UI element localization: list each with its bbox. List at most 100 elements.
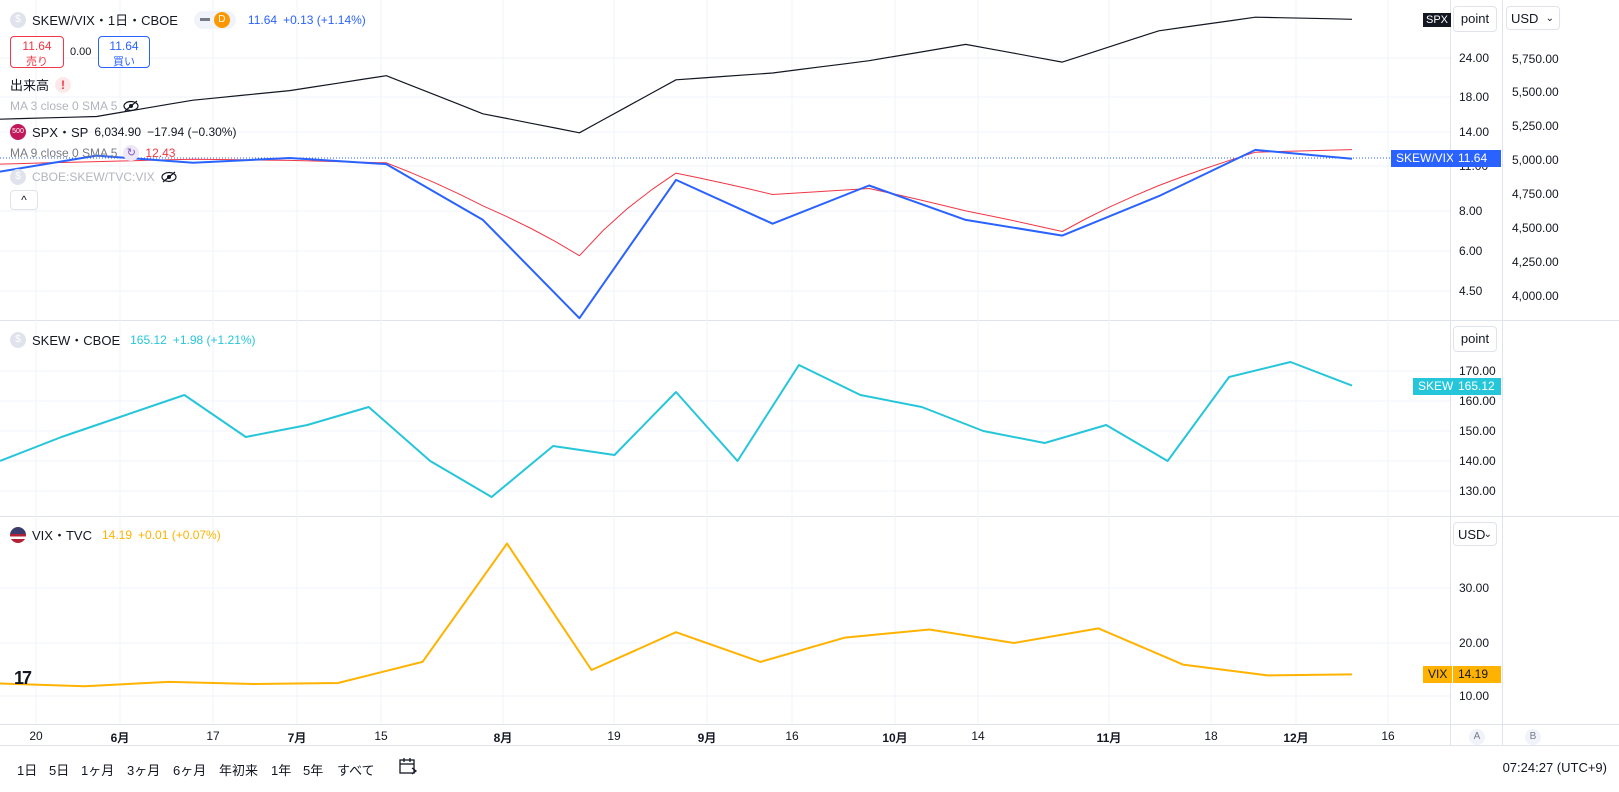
buy-button[interactable]: 11.64 買い <box>98 36 150 68</box>
cboe-legend[interactable]: $ CBOE:SKEW/TVC:VIX <box>10 169 177 185</box>
spread-value: 0.00 <box>70 46 92 58</box>
spx-series-line[interactable] <box>0 16 1353 134</box>
spx-legend[interactable]: 500 SPX・SP 6,034.90 −17.94 (−0.30%) <box>10 122 236 141</box>
skew-axis-tick: 160.00 <box>1459 394 1496 408</box>
range-button[interactable]: 1ヶ月 <box>81 763 115 778</box>
time-axis-label: 6月 <box>110 731 130 745</box>
range-button[interactable]: 5日 <box>49 763 70 778</box>
sell-button[interactable]: 11.64 売り <box>10 36 64 68</box>
range-button[interactable]: 1年 <box>271 763 292 778</box>
time-axis-label: 15 <box>374 729 388 743</box>
right-axis-tick: 5,250.00 <box>1512 119 1559 133</box>
vix-series-tag: VIX <box>1423 666 1453 683</box>
time-axis-label: 16 <box>1381 729 1395 743</box>
vix-currency-label: USD <box>1458 527 1486 542</box>
vix-change: +0.01 (+0.07%) <box>138 527 221 542</box>
vix-axis-tick: 20.00 <box>1459 636 1490 650</box>
right-axis-tick: 5,750.00 <box>1512 52 1559 66</box>
header-change: +0.13 (+1.14%) <box>283 12 366 27</box>
collapse-legend-button[interactable]: ^ <box>10 190 38 210</box>
buy-price: 11.64 <box>109 39 139 53</box>
right-axis-tick: 4,750.00 <box>1512 187 1559 201</box>
currency-button[interactable]: USD ⌄ <box>1506 6 1560 30</box>
vix-series-line[interactable] <box>0 542 1353 688</box>
volume-legend[interactable]: 出来高 ! <box>10 75 72 94</box>
left-axis-tick: 18.00 <box>1459 90 1490 104</box>
cboe-label: CBOE:SKEW/TVC:VIX <box>32 170 155 184</box>
skew-price: 165.12 <box>130 332 167 347</box>
eye-hidden-icon[interactable] <box>161 171 177 183</box>
ma3-legend[interactable]: MA 3 close 0 SMA 5 <box>10 99 139 113</box>
clock[interactable]: 07:24:27 (UTC+9) <box>1502 760 1607 775</box>
right-axis-tick: 4,500.00 <box>1512 221 1559 235</box>
range-button[interactable]: すべて <box>337 763 375 778</box>
range-button[interactable]: 年初来 <box>219 763 259 778</box>
skew-title: SKEW・CBOE <box>32 333 121 348</box>
range-button[interactable]: 5年 <box>303 763 324 778</box>
skewvix-series-line[interactable] <box>0 148 1353 320</box>
vix-axis-tick: 30.00 <box>1459 581 1490 595</box>
eye-hidden-icon[interactable] <box>123 100 139 112</box>
time-axis-label: 7月 <box>287 731 307 745</box>
spx-price: 6,034.90 <box>94 124 142 139</box>
skew-series-tag: SKEW <box>1413 378 1459 395</box>
skew-series-line[interactable] <box>0 361 1353 498</box>
time-axis-label: 18 <box>1204 729 1218 743</box>
pane-separator[interactable] <box>0 320 1619 321</box>
skew-axis-tick: 130.00 <box>1459 484 1496 498</box>
chevron-down-icon: ⌄ <box>1545 13 1554 24</box>
time-axis-label: 10月 <box>882 731 908 745</box>
vix-legend[interactable]: VIX・TVC 14.19 +0.01 (+0.07%) <box>10 525 221 544</box>
right-axis-tick: 4,000.00 <box>1512 289 1559 303</box>
left-axis-tick: 14.00 <box>1459 125 1490 139</box>
ma3-label: MA 3 close 0 SMA 5 <box>10 99 118 113</box>
time-axis-label: 17 <box>206 729 220 743</box>
right-axis-tick: 4,250.00 <box>1512 255 1559 269</box>
time-axis-label: 9月 <box>697 731 717 745</box>
sell-label: 売り <box>26 56 48 68</box>
scale-b-button[interactable]: B <box>1525 729 1541 745</box>
pane-separator[interactable] <box>0 516 1619 517</box>
range-button[interactable]: 1日 <box>17 763 38 778</box>
dollar-icon: $ <box>10 169 26 185</box>
range-button[interactable]: 3ヶ月 <box>127 763 161 778</box>
ma9-label: MA 9 close 0 SMA 5 <box>10 146 118 160</box>
header-price: 11.64 <box>247 12 278 27</box>
range-button[interactable]: 6ヶ月 <box>173 763 207 778</box>
left-axis-tick: 24.00 <box>1459 51 1490 65</box>
calendar-range-icon[interactable] <box>398 756 418 776</box>
tradingview-logo-icon[interactable]: 17 <box>14 668 32 688</box>
skewvix-price-tag: 11.64 <box>1453 150 1501 167</box>
time-axis-label: 20 <box>29 729 43 743</box>
auto-scale-button[interactable]: A <box>1469 729 1485 745</box>
chevron-down-icon: ⌄ <box>1483 529 1492 540</box>
symbol-title[interactable]: SKEW/VIX・1日・CBOE <box>32 13 178 28</box>
scale-point-button[interactable]: point <box>1453 6 1497 32</box>
ma9-series-line[interactable] <box>0 149 1353 257</box>
volume-label: 出来高 <box>10 78 50 93</box>
time-axis-border <box>0 724 1619 725</box>
refresh-icon[interactable]: ↻ <box>123 145 140 161</box>
vix-currency-button[interactable]: USD ⌄ <box>1453 522 1497 546</box>
vix-price-tag: 14.19 <box>1453 666 1501 683</box>
skew-price-tag: 165.12 <box>1453 378 1501 395</box>
skew-legend[interactable]: $ SKEW・CBOE 165.12 +1.98 (+1.21%) <box>10 330 256 349</box>
sp500-icon: 500 <box>10 123 26 140</box>
skew-axis-tick: 170.00 <box>1459 364 1496 378</box>
warning-icon[interactable]: ! <box>55 76 72 93</box>
price-scale-divider <box>1502 0 1503 745</box>
skew-change: +1.98 (+1.21%) <box>172 332 256 347</box>
interval-badge: D <box>213 11 230 28</box>
ma9-legend[interactable]: MA 9 close 0 SMA 5 ↻ 12.43 <box>10 145 175 161</box>
time-axis-label: 11月 <box>1096 731 1122 745</box>
spx-label: SPX・SP <box>32 125 89 140</box>
time-axis-label: 8月 <box>493 731 513 745</box>
vix-price: 14.19 <box>101 527 132 542</box>
spx-change: −17.94 (−0.30%) <box>147 124 237 139</box>
market-status[interactable]: D <box>193 10 236 29</box>
sell-price: 11.64 <box>22 39 52 53</box>
time-axis-label: 16 <box>785 729 799 743</box>
skew-scale-point-button[interactable]: point <box>1453 326 1497 352</box>
symbol-legend: $ SKEW/VIX・1日・CBOE D 11.64 +0.13 (+1.14%… <box>10 10 366 29</box>
